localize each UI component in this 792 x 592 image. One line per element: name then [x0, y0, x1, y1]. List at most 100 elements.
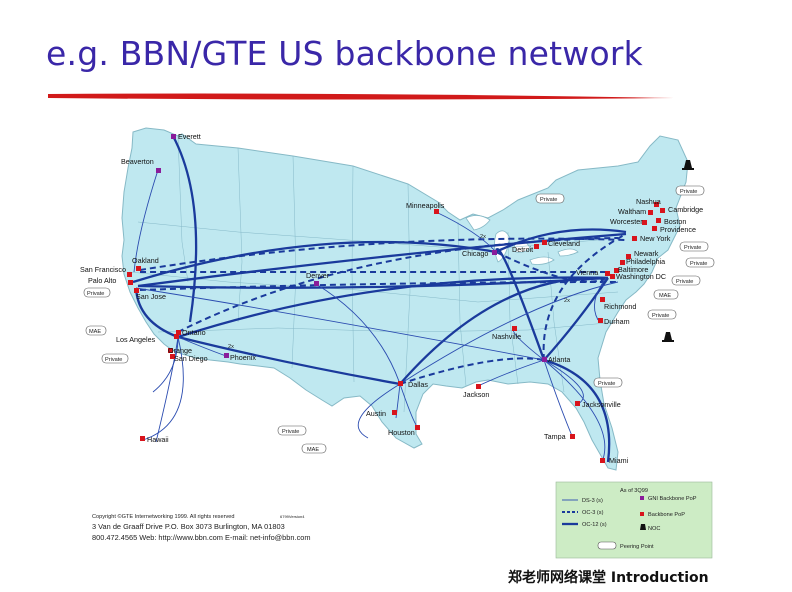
- label-cleveland: Cleveland: [548, 239, 580, 248]
- label-vienna: Vienna: [576, 268, 598, 277]
- legend-oc3: OC-3 (s): [582, 510, 604, 516]
- pop-vienna: [605, 271, 610, 276]
- svg-text:Private: Private: [680, 189, 697, 195]
- city-labels: Everett Beaverton Oakland San Francisco …: [80, 132, 703, 465]
- pop-baltimore: [614, 268, 619, 273]
- legend-noc-icon: [640, 524, 646, 530]
- ds3-links: [133, 169, 619, 463]
- svg-text:MAE: MAE: [659, 293, 671, 299]
- pop-boston: [656, 218, 661, 223]
- label-jacksonville: Jacksonville: [582, 400, 621, 409]
- label-everett: Everett: [178, 132, 201, 141]
- legend-oc12: OC-12 (s): [582, 522, 607, 528]
- label-washington: Washington DC: [616, 272, 666, 281]
- pop-philadelphia: [620, 260, 625, 265]
- legend-backbone: Backbone PoP: [648, 512, 685, 518]
- gni-pop-beaverton: [156, 168, 161, 173]
- mae-peering-3: MAE: [301, 443, 327, 454]
- great-lakes: [465, 215, 579, 265]
- label-nashville: Nashville: [492, 332, 521, 341]
- legend: As of 3Q99 DS-3 (s) OC-3 (s) OC-12 (s) G…: [555, 481, 713, 559]
- pop-cambridge: [660, 208, 665, 213]
- pop-nashua: [654, 202, 659, 207]
- private-peering-6: Private: [647, 309, 677, 320]
- label-dallas: Dallas: [408, 380, 428, 389]
- label-richmond: Richmond: [604, 302, 636, 311]
- private-peering-2: Private: [535, 193, 565, 204]
- label-miami: Miami: [609, 456, 629, 465]
- copyright-block: Copyright ©GTE Internetworking 1999. All…: [92, 513, 311, 542]
- link-count-2x-chicago: 2x: [480, 234, 486, 240]
- gni-pop-chicago: [492, 250, 497, 255]
- pop-nashville: [512, 326, 517, 331]
- private-peering-3: Private: [679, 241, 709, 252]
- link-count-2x-east: 2x: [564, 298, 570, 304]
- label-cambridge: Cambridge: [668, 205, 703, 214]
- label-beaverton: Beaverton: [121, 157, 154, 166]
- label-hawaii: Hawaii: [147, 435, 169, 444]
- copyright-line1: Copyright ©GTE Internetworking 1999. All…: [92, 513, 234, 520]
- label-providence: Providence: [660, 225, 696, 234]
- pop-houston: [415, 425, 420, 430]
- pop-orange: [168, 348, 173, 353]
- city-markers: [127, 134, 665, 463]
- gni-pop-denver: [314, 281, 319, 286]
- gni-pop-phoenix: [224, 353, 229, 358]
- pop-hawaii: [140, 436, 145, 441]
- label-worcester: Worcester: [610, 217, 643, 226]
- label-nashua: Nashua: [636, 197, 661, 206]
- pop-durham: [598, 318, 603, 323]
- oc12-links: [132, 135, 627, 463]
- pop-san-francisco: [127, 272, 132, 277]
- private-peering-8: Private: [101, 353, 129, 364]
- peering-points: Private Private Private Private Private …: [83, 185, 715, 454]
- label-san-diego: San Diego: [174, 354, 208, 363]
- backbone-network-map: Private Private Private Private Private …: [80, 127, 715, 559]
- pop-richmond: [600, 297, 605, 302]
- private-peering-10: Private: [277, 425, 307, 436]
- copyright-code: 6799Version4: [280, 514, 305, 519]
- svg-text:Private: Private: [105, 357, 122, 363]
- mae-peering-1: MAE: [653, 289, 679, 300]
- link-count-2x-la: 2x: [228, 344, 234, 350]
- oc3-links: [139, 233, 627, 385]
- pop-worcester: [642, 220, 647, 225]
- legend-peering: Peering Point: [620, 544, 654, 550]
- private-peering-4: Private: [685, 257, 715, 268]
- slide-footer: 郑老师网络课堂 Introduction: [508, 570, 709, 586]
- svg-text:Private: Private: [282, 429, 299, 435]
- label-austin: Austin: [366, 409, 386, 418]
- label-orange: Orange: [168, 346, 192, 355]
- gni-pop-atlanta: [542, 357, 547, 362]
- noc-markers: [662, 160, 694, 342]
- label-newark: Newark: [634, 249, 659, 258]
- pop-cleveland: [542, 240, 547, 245]
- mae-peering-2: MAE: [85, 325, 107, 336]
- svg-text:MAE: MAE: [307, 447, 319, 453]
- gni-pop-everett: [171, 134, 176, 139]
- private-peering-1: Private: [675, 185, 705, 196]
- label-san-jose: San Jose: [136, 292, 166, 301]
- svg-text:Private: Private: [684, 245, 701, 251]
- private-peering-5: Private: [671, 275, 701, 286]
- pop-providence: [652, 226, 657, 231]
- pop-minneapolis: [434, 209, 439, 214]
- svg-text:Private: Private: [598, 381, 615, 387]
- pop-san-jose: [134, 288, 139, 293]
- pop-newark: [626, 254, 631, 259]
- legend-title: As of 3Q99: [620, 488, 648, 494]
- pop-detroit: [534, 244, 539, 249]
- label-chicago: Chicago: [462, 249, 488, 258]
- label-ontario: Ontario: [182, 328, 206, 337]
- pop-tampa: [570, 434, 575, 439]
- svg-text:Private: Private: [540, 197, 557, 203]
- label-denver: Denver: [306, 271, 330, 280]
- noc-icon-durham: [662, 332, 674, 342]
- pop-los-angeles: [174, 334, 179, 339]
- label-durham: Durham: [604, 317, 630, 326]
- label-tampa: Tampa: [544, 432, 566, 441]
- label-phoenix: Phoenix: [230, 353, 256, 362]
- legend-ds3: DS-3 (s): [582, 498, 603, 504]
- label-waltham: Waltham: [618, 207, 646, 216]
- title-underline: [48, 93, 674, 100]
